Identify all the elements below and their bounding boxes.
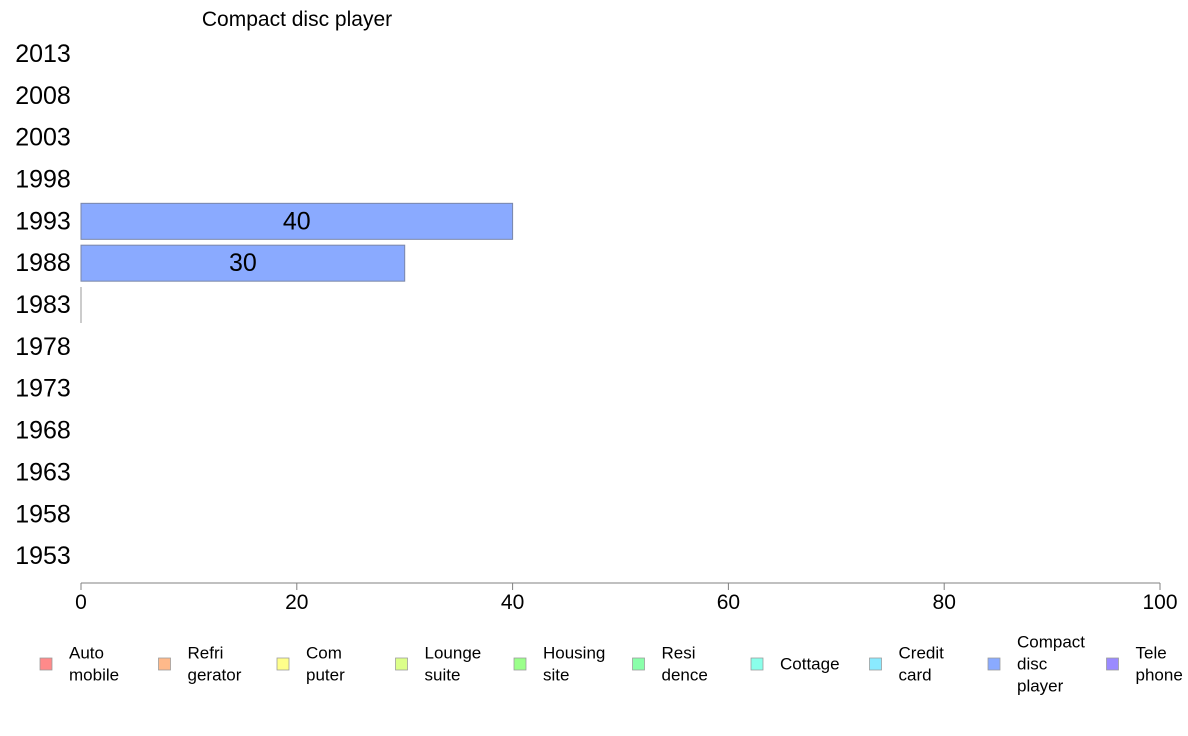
bar <box>80 202 514 240</box>
category-label: 1993 <box>15 207 71 235</box>
legend-label: suite <box>425 666 461 685</box>
legend-label: player <box>1017 677 1064 696</box>
legend-label: dence <box>662 666 708 685</box>
legend-item: Housing site <box>513 644 605 685</box>
category-label: 1958 <box>15 500 71 528</box>
category-label: 1973 <box>15 375 71 403</box>
legend-swatch <box>158 657 171 671</box>
legend-label: Refri <box>188 644 224 663</box>
category-axis: 1953 1958 1963 1968 1973 1978 1983 1988 1993 1998… <box>15 40 71 570</box>
legend-label: phone <box>1136 666 1183 685</box>
legend-label: disc <box>1017 655 1048 674</box>
chart-title: Compact disc player <box>202 8 392 31</box>
x-tick-label: 20 <box>285 591 308 614</box>
bars: 30 40 <box>80 202 514 324</box>
data-label: 30 <box>229 249 257 277</box>
legend-item: Resi dence <box>632 644 708 685</box>
legend-swatch <box>513 657 527 671</box>
legend-label: Credit <box>899 644 945 663</box>
category-label: 1968 <box>15 417 71 445</box>
x-tick-label: 100 <box>1142 591 1177 614</box>
category-label: 1953 <box>15 542 71 570</box>
legend-label: mobile <box>69 666 119 685</box>
category-label: 1988 <box>15 249 71 277</box>
legend-item: Lounge suite <box>395 644 482 685</box>
x-tick-label: 80 <box>933 591 956 614</box>
category-label: 1998 <box>15 165 71 193</box>
x-axis: 0 20 40 60 80 100 <box>75 582 1178 614</box>
legend-label: gerator <box>188 666 242 685</box>
legend-swatch <box>632 657 645 671</box>
legend: Auto mobile Refri gerator Com puter Lounge suit… <box>39 633 1183 696</box>
legend-item: Compact disc player <box>987 633 1085 696</box>
category-label: 1978 <box>15 333 71 361</box>
legend-item: Tele phone <box>1106 644 1183 685</box>
category-label: 2003 <box>15 124 71 152</box>
x-tick-label: 0 <box>75 591 87 614</box>
legend-swatch <box>276 657 290 671</box>
bar <box>80 244 406 282</box>
legend-swatch <box>987 657 1001 671</box>
legend-item: Com puter <box>276 644 345 685</box>
legend-label: Tele <box>1136 644 1167 663</box>
legend-swatch <box>1106 657 1119 671</box>
legend-label: Compact <box>1017 633 1085 652</box>
legend-item: Credit card <box>869 644 945 685</box>
legend-label: Housing <box>543 644 605 663</box>
category-label: 1983 <box>15 291 71 319</box>
legend-item: Refri gerator <box>158 644 242 685</box>
legend-item: Cottage <box>750 655 840 674</box>
legend-swatch <box>750 657 764 671</box>
legend-swatch <box>39 657 53 671</box>
category-label: 2013 <box>15 40 71 68</box>
legend-label: card <box>899 666 932 685</box>
legend-label: puter <box>306 666 345 685</box>
legend-swatch <box>395 657 408 671</box>
x-tick-label: 60 <box>717 591 740 614</box>
legend-label: Auto <box>69 644 104 663</box>
category-label: 1963 <box>15 458 71 486</box>
legend-swatch <box>869 657 882 671</box>
category-label: 2008 <box>15 82 71 110</box>
data-label: 40 <box>283 207 311 235</box>
legend-label: site <box>543 666 569 685</box>
x-tick-label: 40 <box>501 591 524 614</box>
legend-label: Cottage <box>780 655 840 674</box>
legend-label: Com <box>306 644 342 663</box>
legend-label: Resi <box>662 644 696 663</box>
legend-item: Auto mobile <box>39 644 119 685</box>
legend-label: Lounge <box>425 644 482 663</box>
